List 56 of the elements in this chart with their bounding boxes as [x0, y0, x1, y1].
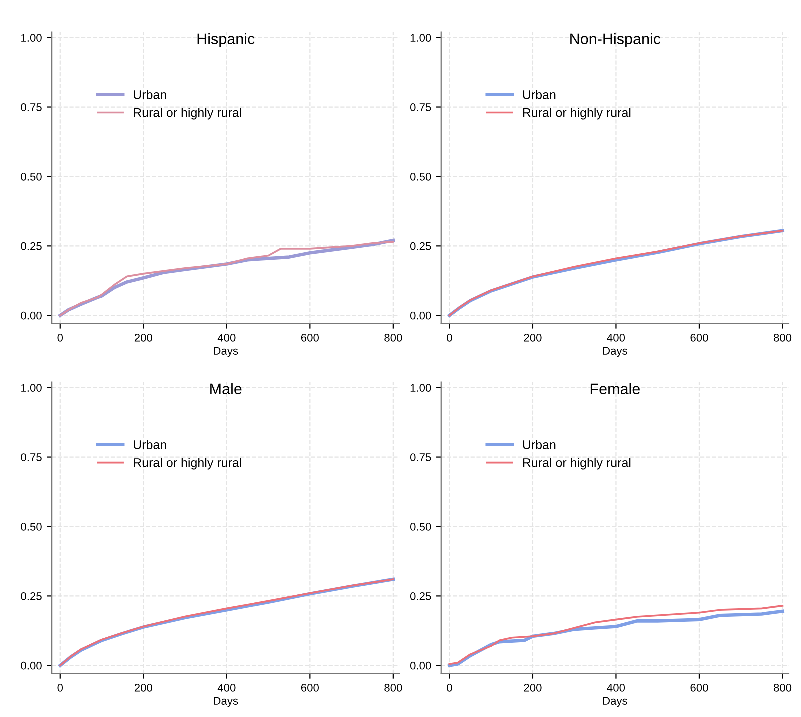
y-tick-label: 1.00: [410, 34, 432, 42]
legend-label: Rural or highly rural: [523, 458, 631, 470]
y-tick-label: 0.25: [21, 242, 42, 250]
x-tick-label: 200: [134, 334, 152, 342]
y-tick-label: 0.75: [410, 104, 432, 112]
x-tick-label: 800: [384, 334, 402, 342]
x-tick-label: 400: [218, 684, 236, 692]
x-tick-label: 400: [218, 334, 236, 342]
chart-title: Female: [590, 383, 640, 395]
y-tick-label: 0.50: [21, 172, 42, 181]
legend-label: Urban: [134, 90, 166, 100]
y-tick-label: 0.00: [21, 312, 42, 320]
x-axis-title: Days: [603, 697, 628, 708]
legend-label: Rural or highly rural: [523, 108, 631, 120]
y-tick-label: 0.75: [21, 454, 42, 462]
x-tick-label: 800: [774, 334, 792, 342]
y-tick-label: 0.50: [410, 172, 432, 181]
y-tick-label: 0.50: [21, 523, 42, 531]
legend-label: Rural or highly rural: [134, 458, 242, 470]
x-axis-title: Days: [603, 347, 628, 358]
x-tick-label: 600: [690, 684, 708, 692]
legend-label: Urban: [134, 440, 166, 450]
y-tick-label: 0.75: [21, 104, 42, 112]
y-tick-label: 0.75: [410, 454, 432, 462]
x-tick-label: 200: [524, 684, 542, 692]
chart-title: Male: [210, 383, 242, 395]
x-tick-label: 400: [607, 684, 626, 692]
x-tick-label: 200: [524, 334, 542, 342]
legend-label: Rural or highly rural: [134, 108, 242, 120]
y-tick-label: 0.25: [410, 242, 432, 250]
chart-title: Hispanic: [198, 33, 255, 48]
y-tick-label: 0.25: [21, 592, 42, 600]
x-tick-label: 0: [447, 334, 452, 342]
y-tick-label: 1.00: [22, 34, 42, 42]
y-tick-label: 0.00: [410, 312, 432, 320]
y-tick-label: 0.00: [410, 662, 432, 670]
x-tick-label: 0: [58, 684, 64, 692]
x-tick-label: 600: [301, 684, 319, 692]
y-tick-label: 0.25: [410, 592, 432, 600]
legend-label: Urban: [523, 440, 556, 450]
x-tick-label: 800: [384, 684, 402, 692]
y-tick-label: 0.50: [410, 523, 432, 531]
y-tick-label: 0.00: [21, 662, 42, 670]
x-axis-title: Days: [214, 347, 238, 358]
x-tick-label: 600: [690, 334, 708, 342]
x-tick-label: 800: [774, 684, 792, 692]
y-tick-label: 1.00: [410, 384, 432, 392]
x-axis-title: Days: [214, 697, 238, 708]
x-tick-label: 600: [301, 334, 319, 342]
y-tick-label: 1.00: [22, 384, 42, 392]
x-tick-label: 200: [134, 684, 152, 692]
chart-title: Non-Hispanic: [570, 33, 661, 48]
x-tick-label: 0: [447, 684, 452, 692]
legend-label: Urban: [523, 90, 556, 100]
x-tick-label: 400: [607, 334, 626, 342]
x-tick-label: 0: [58, 334, 64, 342]
